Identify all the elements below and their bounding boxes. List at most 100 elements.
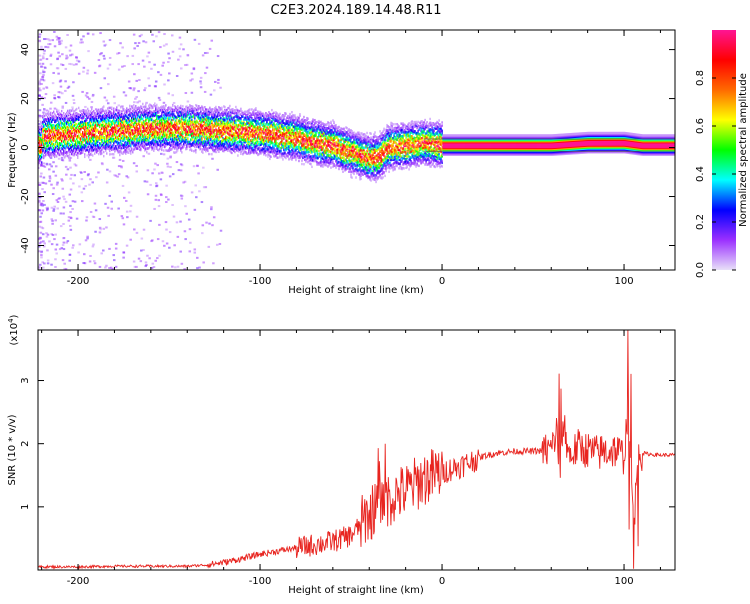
- heatmap-noise-cell: [161, 119, 164, 122]
- heatmap-noise-cell: [167, 92, 170, 95]
- heatmap-cell: [81, 148, 83, 152]
- heatmap-cell: [147, 116, 149, 120]
- heatmap-noise-cell: [87, 173, 90, 176]
- heatmap-cell: [53, 146, 55, 150]
- heatmap-cell: [212, 123, 214, 127]
- heatmap-cell: [175, 106, 177, 109]
- heatmap-cell: [53, 139, 55, 143]
- heatmap-cell: [126, 137, 128, 140]
- heatmap-cell: [49, 129, 51, 132]
- heatmap-cell: [106, 127, 108, 130]
- heatmap-cell: [216, 140, 218, 143]
- heatmap-noise-cell: [42, 73, 45, 76]
- heatmap-cell: [112, 126, 114, 129]
- heatmap-noise-cell: [69, 54, 72, 57]
- heatmap-cell: [185, 115, 187, 118]
- heatmap-cell: [67, 130, 69, 133]
- heatmap-cell: [187, 110, 189, 114]
- heatmap-cell: [202, 112, 204, 115]
- heatmap-cell: [70, 136, 72, 139]
- heatmap-cell: [171, 110, 173, 114]
- heatmap-cell: [118, 109, 120, 112]
- heatmap-cell: [43, 142, 45, 145]
- heatmap-cell: [91, 120, 93, 123]
- heatmap-cell: [189, 116, 191, 119]
- heatmap-noise-cell: [163, 83, 166, 86]
- heatmap-cell: [177, 105, 179, 108]
- heatmap-cell: [47, 122, 49, 125]
- heatmap-cell: [182, 145, 184, 149]
- heatmap-cell: [97, 121, 99, 125]
- heatmap-cell: [192, 132, 194, 135]
- heatmap-cell: [204, 117, 206, 121]
- heatmap-noise-cell: [68, 259, 71, 262]
- heatmap-cell: [197, 107, 199, 110]
- heatmap-noise-cell: [60, 247, 64, 250]
- heatmap-cell: [203, 111, 205, 115]
- heatmap-cell: [105, 141, 107, 144]
- heatmap-cell: [199, 132, 201, 135]
- heatmap-cell: [189, 148, 191, 152]
- heatmap-cell: [57, 144, 59, 148]
- heatmap-cell: [107, 134, 109, 137]
- heatmap-cell: [171, 138, 173, 142]
- heatmap-cell: [47, 124, 49, 127]
- heatmap-noise-cell: [193, 38, 197, 41]
- heatmap-cell: [142, 139, 144, 142]
- heatmap-cell: [83, 133, 85, 136]
- heatmap-cell: [139, 123, 141, 127]
- heatmap-noise-cell: [55, 243, 59, 246]
- heatmap-cell: [160, 117, 162, 120]
- heatmap-cell: [181, 108, 183, 111]
- heatmap-noise-cell: [169, 155, 172, 158]
- heatmap-noise-cell: [171, 173, 175, 176]
- heatmap-cell: [215, 145, 217, 149]
- heatmap-noise-cell: [184, 92, 188, 95]
- heatmap-noise-cell: [58, 248, 62, 251]
- heatmap-cell: [43, 136, 45, 139]
- heatmap-cell: [92, 149, 94, 153]
- heatmap-cell: [196, 113, 198, 117]
- heatmap-cell: [74, 129, 76, 133]
- heatmap-cell: [160, 142, 162, 145]
- heatmap-noise-cell: [215, 243, 219, 246]
- heatmap-cell: [64, 115, 66, 118]
- heatmap-cell: [136, 137, 138, 141]
- heatmap-cell: [113, 134, 115, 137]
- heatmap-cell: [199, 141, 201, 145]
- heatmap-noise-cell: [150, 67, 153, 70]
- heatmap-noise-cell: [40, 256, 43, 259]
- heatmap-cell: [116, 109, 118, 112]
- heatmap-cell: [211, 143, 213, 147]
- heatmap-cell: [116, 137, 118, 141]
- heatmap-cell: [160, 115, 162, 118]
- heatmap-cell: [91, 118, 93, 122]
- heatmap-cell: [215, 107, 217, 110]
- heatmap-cell: [46, 152, 48, 156]
- heatmap-noise-cell: [61, 53, 64, 56]
- heatmap-cell: [92, 130, 94, 133]
- heatmap-cell: [95, 117, 97, 120]
- heatmap-noise-cell: [38, 181, 41, 184]
- heatmap-cell: [176, 122, 178, 126]
- heatmap-cell: [99, 146, 101, 149]
- heatmap-cell: [141, 139, 143, 143]
- heatmap-noise-cell: [39, 220, 43, 223]
- heatmap-noise-cell: [84, 94, 88, 97]
- heatmap-noise-cell: [192, 165, 196, 168]
- heatmap-cell: [63, 150, 65, 153]
- heatmap-cell: [38, 163, 40, 166]
- heatmap-noise-cell: [186, 100, 190, 103]
- heatmap-cell: [218, 127, 220, 131]
- heatmap-noise-cell: [42, 57, 45, 60]
- heatmap-cell: [112, 132, 114, 136]
- heatmap-cell: [92, 154, 94, 157]
- heatmap-cell: [128, 123, 130, 127]
- heatmap-cell: [84, 132, 86, 135]
- heatmap-cell: [181, 120, 183, 123]
- heatmap-cell: [103, 128, 105, 131]
- heatmap-cell: [133, 123, 135, 126]
- heatmap-cell: [213, 129, 215, 132]
- heatmap-cell: [118, 150, 120, 153]
- heatmap-cell: [172, 114, 174, 117]
